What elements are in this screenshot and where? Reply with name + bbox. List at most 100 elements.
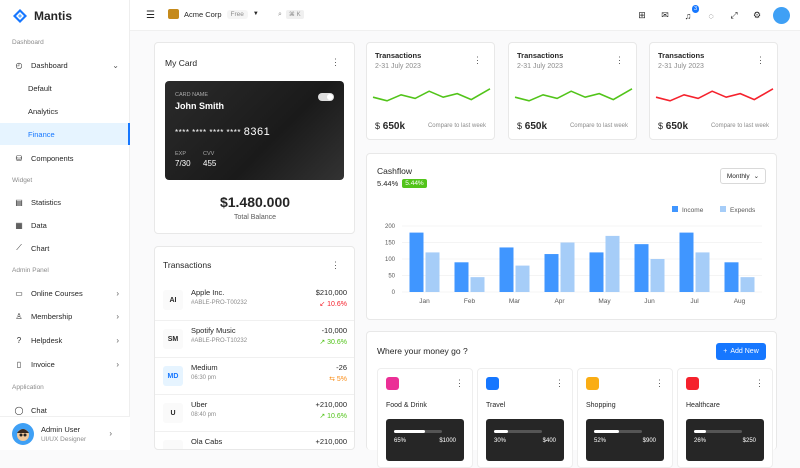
stat-card-date: 2-31 July 2023: [375, 63, 421, 70]
fullscreen-icon[interactable]: ⤢: [730, 10, 738, 20]
chevron-right-icon: ›: [116, 359, 119, 369]
transaction-ref: #ABLE-PRO-T10232: [191, 338, 248, 344]
sidebar-item-statistics[interactable]: ▤ Statistics: [0, 192, 130, 212]
sidebar-item-label: Components: [31, 153, 74, 163]
stat-card-title: Transactions: [517, 51, 564, 60]
transaction-row[interactable]: U Uber 08:40 pm +210,000 ↗ 10.6%: [155, 394, 354, 431]
transaction-ref: #ABLE-PRO-T00232: [191, 300, 248, 306]
transaction-row[interactable]: Ola Cabs +210,000: [155, 431, 354, 449]
book-icon: ▭: [15, 288, 23, 298]
cashflow-title: Cashflow: [377, 166, 412, 176]
stat-card-compare: Compare to last week: [569, 123, 628, 129]
sidebar-item-membership[interactable]: ♙ Membership ›: [0, 306, 130, 326]
spending-amount: $1000: [439, 438, 456, 444]
more-icon[interactable]: ⋮: [655, 378, 664, 388]
sidebar-item-components[interactable]: ⛁ Components: [0, 148, 130, 168]
sidebar-item-chart[interactable]: ⟋ Chart: [0, 238, 130, 258]
sidebar-item-chat[interactable]: ◯ Chat: [0, 400, 130, 420]
transaction-change: ↗ 10.6%: [319, 413, 347, 420]
stat-card-date: 2-31 July 2023: [658, 63, 704, 70]
transaction-avatar: [163, 440, 183, 449]
menu-toggle-icon[interactable]: ☰: [146, 10, 155, 21]
sidebar-item-courses[interactable]: ▭ Online Courses ›: [0, 283, 130, 303]
bar-expends-aug: [740, 277, 755, 292]
spending-card[interactable]: ⋮ Travel 30% $400: [477, 368, 573, 468]
spending-progress-box: 52% $900: [586, 419, 664, 461]
apps-icon[interactable]: ⊞: [638, 10, 646, 20]
more-icon[interactable]: ⋮: [555, 378, 564, 388]
spending-percent: 65%: [394, 438, 407, 444]
more-icon[interactable]: ⋮: [615, 55, 624, 65]
y-tick-label: 150: [385, 241, 396, 247]
transaction-row[interactable]: MD Medium 06:30 pm -26 ⇆ 5%: [155, 357, 354, 394]
bar-expends-apr: [560, 242, 575, 292]
my-card-panel: My Card ⋮ CARD NAME John Smith **** ****…: [154, 42, 355, 234]
card-number: **** **** **** **** 8361: [175, 126, 271, 138]
transaction-amount: $210,000: [315, 288, 347, 297]
add-new-button[interactable]: + Add New: [716, 343, 766, 360]
transaction-name: Apple Inc.: [191, 288, 225, 297]
sidebar-item-analytics[interactable]: Analytics: [0, 101, 130, 121]
spending-card[interactable]: ⋮ Shopping 52% $900: [577, 368, 673, 468]
x-tick-label: Apr: [554, 298, 565, 305]
components-icon: ⛁: [15, 153, 23, 163]
legend-label: Expends: [730, 207, 756, 214]
sparkline: [372, 88, 491, 102]
progress-track: [594, 430, 642, 433]
travel-icon: [486, 377, 499, 390]
gear-icon[interactable]: ⚙: [752, 10, 762, 20]
toggle-icon[interactable]: [318, 93, 334, 101]
sidebar-item-data[interactable]: ▦ Data: [0, 215, 130, 235]
transaction-amount: -10,000: [321, 326, 347, 335]
x-tick-label: Jun: [644, 298, 655, 305]
more-icon[interactable]: ⋮: [755, 378, 764, 388]
mail-icon[interactable]: ✉: [661, 10, 669, 20]
more-icon[interactable]: ⋮: [473, 55, 482, 65]
sidebar-item-label: Invoice: [31, 359, 55, 369]
sidebar-item-dashboard[interactable]: ◴ Dashboard ⌄: [0, 55, 130, 75]
search-input[interactable]: ⌕ ⌘ K: [278, 10, 304, 19]
message-icon[interactable]: ◌: [708, 10, 714, 21]
sidebar-item-helpdesk[interactable]: ? Helpdesk ›: [0, 330, 130, 350]
legend-label: Income: [682, 207, 704, 214]
transaction-row[interactable]: AI Apple Inc. #ABLE-PRO-T00232 $210,000 ↙ 10…: [155, 283, 354, 320]
data-icon: ▦: [15, 220, 23, 230]
header-avatar[interactable]: [773, 7, 790, 24]
bar-income-jan: [409, 232, 424, 292]
sidebar-item-finance[interactable]: Finance: [0, 123, 130, 145]
user-profile[interactable]: Admin User UI/UX Designer ›: [0, 416, 130, 450]
x-tick-label: Aug: [734, 298, 746, 305]
logo[interactable]: Mantis: [12, 7, 72, 25]
period-select[interactable]: Monthly ⌄: [720, 168, 766, 184]
user-name: Admin User: [41, 424, 81, 434]
more-icon[interactable]: ⋮: [455, 378, 464, 388]
more-icon[interactable]: ⋮: [756, 55, 765, 65]
transaction-ref: 08:40 pm: [191, 412, 217, 418]
nav-section-dashboard: Dashboard: [12, 39, 44, 46]
stat-card: Transactions 2-31 July 2023 ⋮ $ 650k Compare…: [508, 42, 637, 140]
org-switcher[interactable]: Acme Corp Free ▼: [168, 9, 259, 19]
transaction-row[interactable]: SM Spotify Music #ABLE-PRO-T10232 -10,000 ↗ …: [155, 320, 354, 357]
more-icon[interactable]: ⋮: [331, 57, 340, 67]
stat-card-amount: $ 650k: [517, 121, 548, 132]
bar-income-jun: [634, 244, 649, 292]
sidebar-item-default[interactable]: Default: [0, 78, 130, 98]
spending-card[interactable]: ⋮ Healthcare 26% $250: [677, 368, 773, 468]
cashflow-percent: 5.44%: [377, 179, 399, 188]
sidebar-item-label: Statistics: [31, 197, 62, 207]
spending-cards: ⋮ Food & Drink 65% $1000 ⋮ Travel 30% $400 ⋮ Shop…: [367, 356, 778, 468]
sidebar-item-invoice[interactable]: ▯ Invoice ›: [0, 354, 130, 374]
bell-icon[interactable]: ♫ 3: [684, 4, 699, 21]
spending-card[interactable]: ⋮ Food & Drink 65% $1000: [377, 368, 473, 468]
spending-category: Healthcare: [686, 402, 720, 409]
bar-expends-jan: [425, 252, 440, 292]
spending-percent: 30%: [494, 438, 507, 444]
exp-label: EXP: [175, 151, 187, 157]
bar-income-aug: [724, 262, 739, 292]
stat-card: Transactions 2-31 July 2023 ⋮ $ 650k Compare…: [649, 42, 778, 140]
sidebar-item-label: Online Courses: [31, 288, 83, 298]
spending-category: Food & Drink: [386, 402, 427, 409]
my-card-title: My Card: [165, 58, 198, 68]
shopping-icon: [586, 377, 599, 390]
more-icon[interactable]: ⋮: [331, 260, 340, 270]
